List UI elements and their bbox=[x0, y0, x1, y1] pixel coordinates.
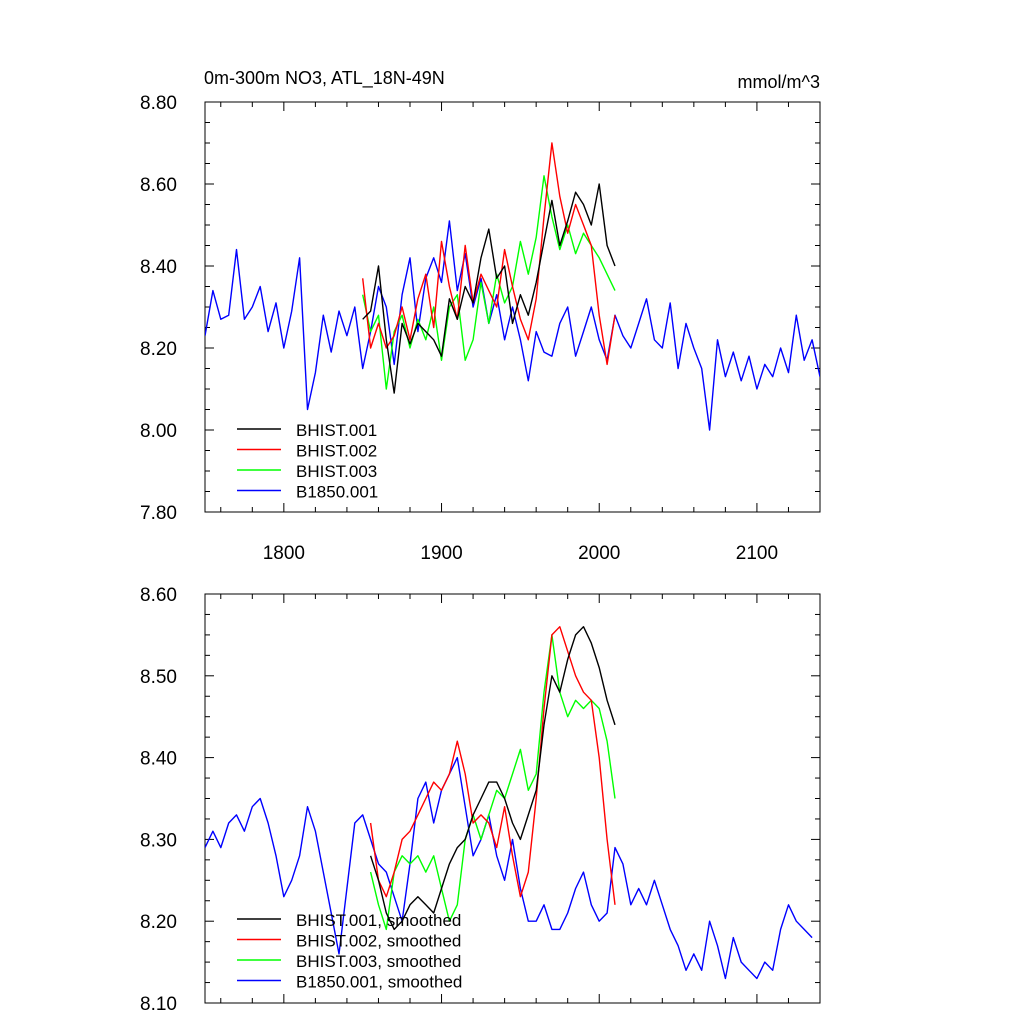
y-tick-label: 8.30 bbox=[140, 830, 177, 851]
y-tick-label: 8.10 bbox=[140, 994, 177, 1015]
x-tick-label: 2100 bbox=[736, 543, 778, 564]
series-line-bhist-003 bbox=[369, 634, 616, 931]
y-tick-label: 8.40 bbox=[140, 749, 177, 770]
y-tick-label: 8.80 bbox=[140, 93, 177, 114]
top-series bbox=[205, 142, 820, 431]
y-tick-label: 8.40 bbox=[140, 257, 177, 278]
legend-label: B1850.001, smoothed bbox=[296, 973, 462, 992]
units-label: mmol/m^3 bbox=[738, 72, 820, 92]
legend-label: BHIST.002 bbox=[296, 442, 377, 461]
y-tick-label: 8.20 bbox=[140, 339, 177, 360]
legend-label: BHIST.003, smoothed bbox=[296, 952, 461, 971]
bottom-panel: 8.10 8.20 8.30 8.40 8.50 8.60 BHIST.001, smoo… bbox=[140, 585, 821, 1015]
legend-label: BHIST.001, smoothed bbox=[296, 911, 461, 930]
series-line-b1850-001 bbox=[205, 756, 813, 980]
bottom-legend: BHIST.001, smoothed BHIST.002, smoothedBH… bbox=[237, 911, 462, 992]
top-chart-title: 0m-300m NO3, ATL_18N-49N bbox=[204, 68, 445, 89]
series-line-b1850-001 bbox=[205, 220, 820, 431]
y-tick-label: 8.20 bbox=[140, 912, 177, 933]
y-tick-label: 8.60 bbox=[140, 585, 177, 606]
series-line-bhist-003 bbox=[362, 175, 616, 390]
x-tick-label: 1900 bbox=[420, 543, 462, 564]
y-tick-label: 8.60 bbox=[140, 175, 177, 196]
top-axes: 7.80 8.00 8.20 8.40 8.60 8.80 1800 1900 2000 2100 bbox=[140, 93, 821, 564]
series-line-bhist-001 bbox=[369, 626, 616, 931]
x-tick-label: 1800 bbox=[263, 543, 305, 564]
bottom-axes: 8.10 8.20 8.30 8.40 8.50 8.60 bbox=[140, 585, 821, 1015]
bottom-series bbox=[205, 626, 813, 980]
y-tick-label: 8.50 bbox=[140, 667, 177, 688]
y-tick-label: 8.00 bbox=[140, 421, 177, 442]
top-panel: 0m-300m NO3, ATL_18N-49N mmol/m^3 7.80 8.… bbox=[140, 68, 821, 564]
legend-label: BHIST.001 bbox=[296, 421, 377, 440]
series-line-bhist-001 bbox=[362, 183, 616, 394]
legend-label: BHIST.002, smoothed bbox=[296, 932, 461, 951]
legend-label: BHIST.003 bbox=[296, 462, 377, 481]
y-tick-label: 7.80 bbox=[140, 503, 177, 524]
legend-label: B1850.001 bbox=[296, 483, 378, 502]
x-tick-label: 2000 bbox=[578, 543, 620, 564]
series-line-bhist-002 bbox=[362, 142, 616, 366]
series-line-bhist-002 bbox=[369, 626, 616, 905]
